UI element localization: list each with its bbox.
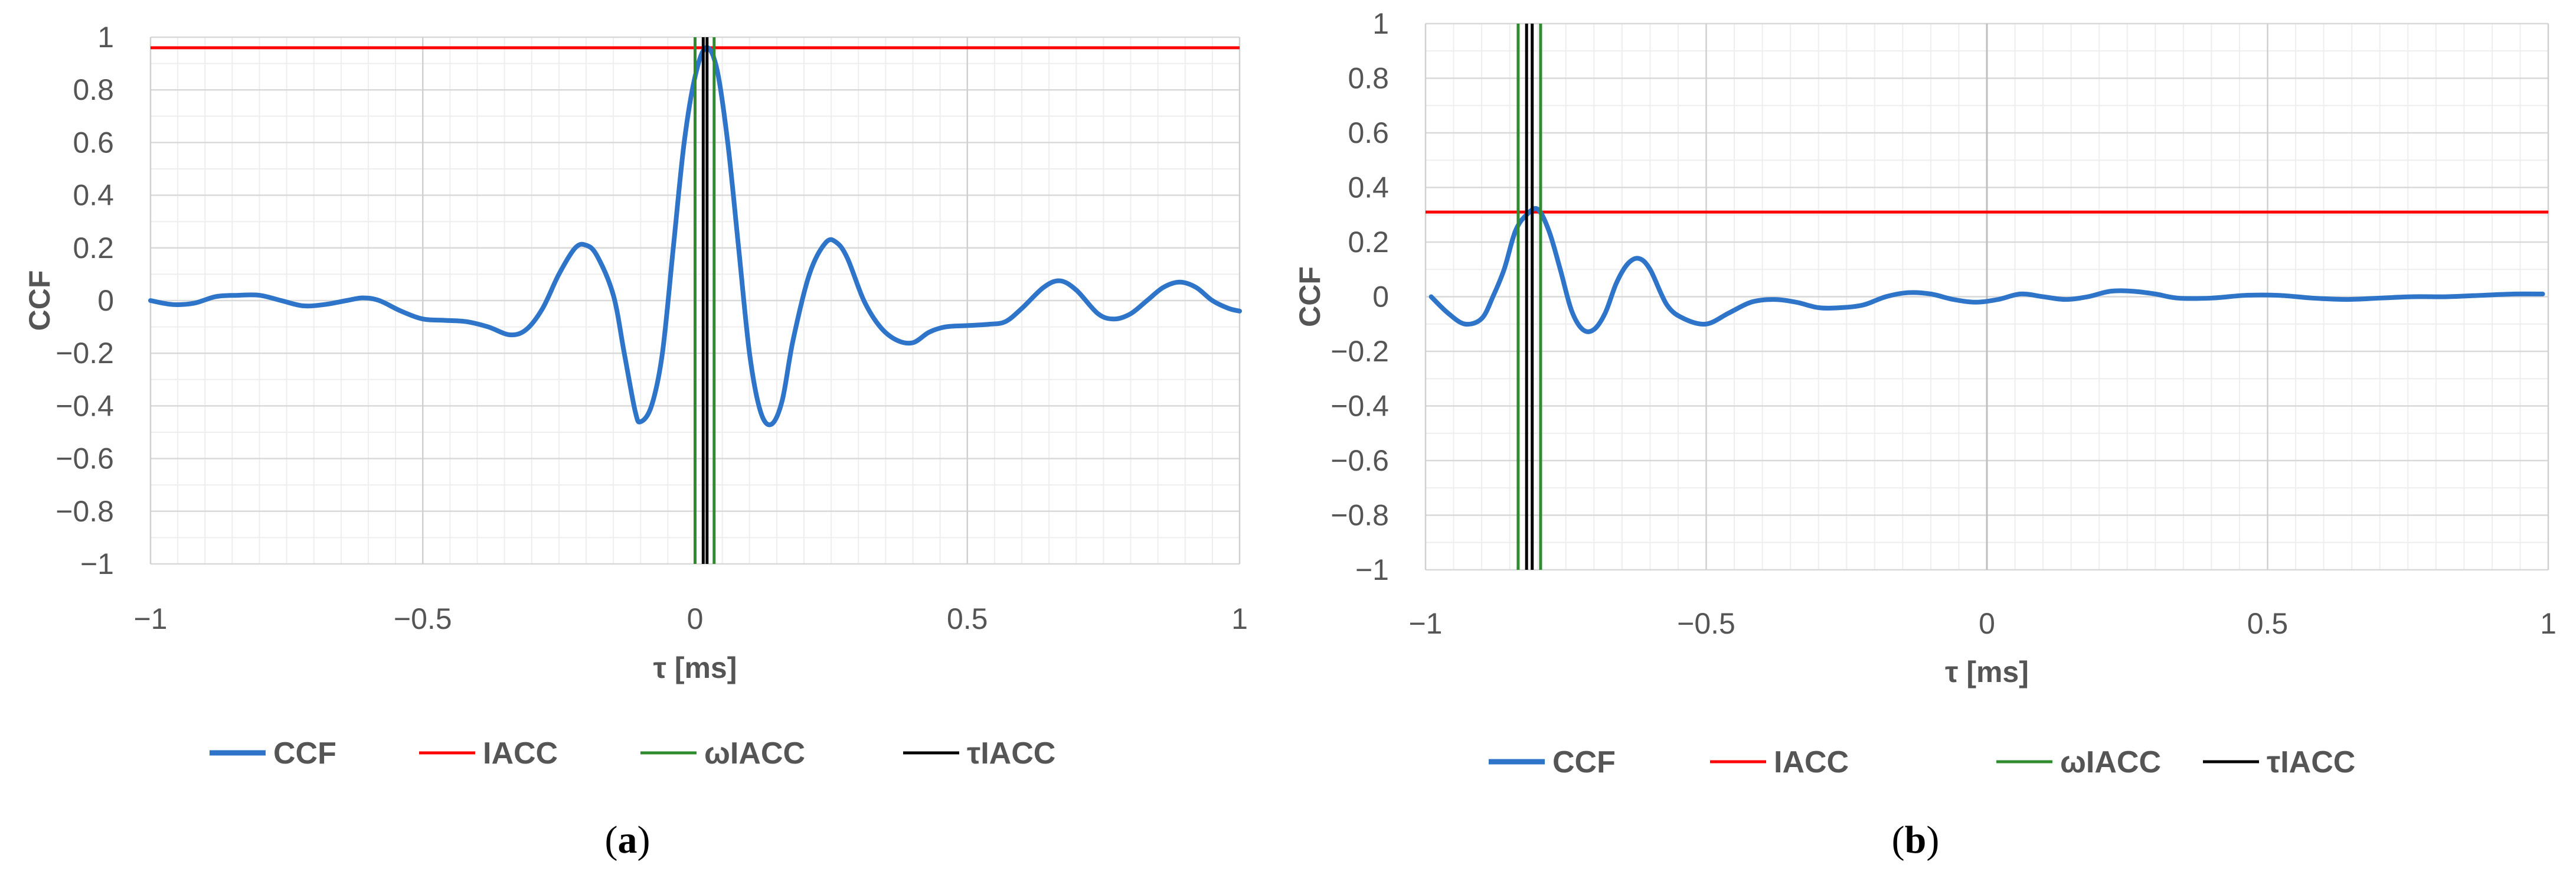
- chart-b-x-tick-label: 0.5: [2247, 607, 2289, 640]
- chart-b-y-tick-label: 0.2: [1348, 226, 1389, 259]
- chart-b-y-tick-label: 0.8: [1348, 62, 1389, 95]
- chart-b-y-tick-label: 0: [1372, 280, 1389, 314]
- chart-b-x-tick-label: 1: [2540, 607, 2557, 640]
- chart-a-y-axis-title: CCF: [23, 270, 56, 331]
- chart-a-y-tick-label: −0.6: [55, 442, 114, 475]
- chart-a-x-axis-title: τ [ms]: [653, 651, 737, 684]
- chart-panel-b: 1 0.8 0.6 0.4 0.2 0 −0.2 −0.4 −0.6 −0.8 −1 −1 −0.5 0 0…: [1288, 0, 2576, 881]
- chart-b-x-tick-label: −0.5: [1677, 607, 1735, 640]
- chart-a-x-tick-label: −0.5: [394, 602, 452, 635]
- chart-a-y-tick-label: −0.4: [55, 389, 114, 422]
- chart-b-y-tick-label: −0.2: [1331, 335, 1389, 368]
- chart-a-y-tick-label: 0.4: [73, 179, 114, 212]
- chart-a-x-tick-label: 0.5: [947, 602, 988, 635]
- chart-b-ccf-line: [1428, 206, 2545, 334]
- caption-b: (b): [1891, 818, 1940, 862]
- chart-a-x-tick-label: −1: [133, 602, 167, 635]
- chart-a-svg: 1 0.8 0.6 0.4 0.2 0 −0.2 −0.4 −0.6 −0.8 −1 −1 −0.5 0 0…: [23, 21, 1248, 771]
- chart-b-svg: 1 0.8 0.6 0.4 0.2 0 −0.2 −0.4 −0.6 −0.8 −1 −1 −0.5 0 0…: [1293, 7, 2557, 779]
- caption-a-label: a: [617, 818, 638, 862]
- chart-a-legend-label: CCF: [273, 736, 336, 771]
- chart-b-legend-label: IACC: [1774, 745, 1849, 779]
- chart-b-y-tick-label: −0.8: [1331, 499, 1389, 532]
- chart-b-y-tick-label: −1: [1355, 553, 1389, 586]
- caption-a: (a): [604, 818, 650, 862]
- chart-b-y-axis-title: CCF: [1293, 266, 1326, 327]
- chart-b-legend-label: ωIACC: [2060, 745, 2161, 779]
- chart-b-y-tick-label: 0.4: [1348, 171, 1389, 204]
- chart-a-y-tick-label: 0.8: [73, 73, 114, 106]
- chart-b-x-axis-title: τ [ms]: [1945, 655, 2029, 689]
- chart-b-legend-label: τIACC: [2267, 745, 2355, 779]
- caption-b-label: b: [1904, 818, 1927, 862]
- chart-b-x-tick-label: −1: [1408, 607, 1442, 640]
- chart-b-legend-label: CCF: [1552, 745, 1616, 779]
- chart-b-y-tick-label: 1: [1372, 7, 1389, 40]
- chart-a-legend-label: ωIACC: [704, 736, 805, 771]
- chart-a-x-tick-label: 1: [1231, 602, 1248, 635]
- chart-a-x-tick-label: 0: [687, 602, 704, 635]
- chart-a-y-tick-label: −0.2: [55, 337, 114, 370]
- chart-panel-a: 1 0.8 0.6 0.4 0.2 0 −0.2 −0.4 −0.6 −0.8 −1 −1 −0.5 0 0…: [23, 21, 1248, 862]
- chart-a-y-tick-label: 0.6: [73, 126, 114, 159]
- chart-a-legend-label: τIACC: [967, 736, 1055, 771]
- chart-a-y-tick-label: 1: [97, 21, 114, 54]
- chart-a-y-tick-label: −1: [80, 547, 114, 580]
- chart-a-y-tick-label: −0.8: [55, 495, 114, 528]
- chart-b-x-tick-label: 0: [1979, 607, 1995, 640]
- chart-a-y-tick-label: 0.2: [73, 231, 114, 265]
- chart-b-y-tick-label: 0.6: [1348, 116, 1389, 149]
- chart-a-y-tick-label: 0: [97, 284, 114, 317]
- chart-a-ccf-line: [148, 45, 1242, 428]
- chart-b-y-tick-label: −0.4: [1331, 390, 1389, 423]
- chart-b-y-tick-label: −0.6: [1331, 444, 1389, 477]
- chart-a-legend-label: IACC: [483, 736, 558, 771]
